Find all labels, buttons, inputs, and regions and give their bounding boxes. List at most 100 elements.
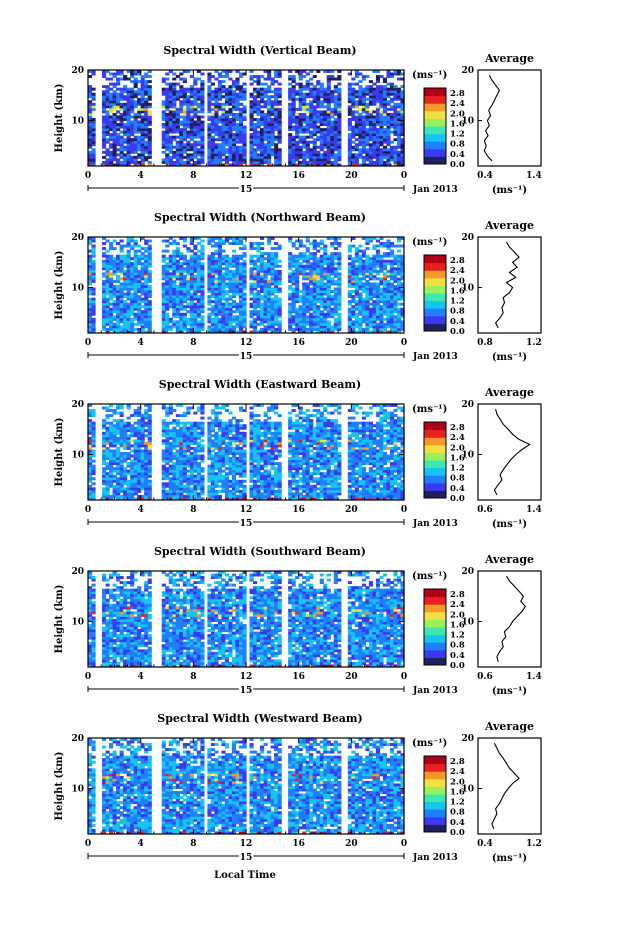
heatmap-cell: [105, 257, 110, 261]
heatmap-cell: [253, 310, 258, 314]
heatmap-cell: [319, 82, 324, 86]
heatmap-cell: [267, 90, 272, 94]
heatmap-cell: [291, 145, 296, 149]
heatmap-cell: [298, 310, 303, 314]
heatmap-cell: [361, 310, 366, 314]
heatmap-cell: [309, 290, 314, 293]
heatmap-cell: [126, 102, 131, 106]
heatmap-cell: [137, 145, 142, 149]
heatmap-cell: [389, 302, 395, 306]
heatmap-cell: [193, 148, 198, 152]
heatmap-cell: [140, 82, 145, 86]
heatmap-cell: [221, 242, 226, 245]
heatmap-cell: [109, 310, 114, 314]
heatmap-cell: [305, 107, 310, 111]
heatmap-cell: [375, 287, 381, 291]
heatmap-cell: [270, 315, 275, 319]
heatmap-cell: [295, 90, 300, 94]
heatmap-cell: [256, 160, 261, 164]
heatmap-cell: [267, 128, 272, 132]
heatmap-cell: [231, 148, 237, 152]
heatmap-cell: [207, 300, 212, 304]
heatmap-cell: [179, 272, 184, 276]
heatmap-cell: [347, 327, 352, 331]
heatmap-cell: [312, 163, 317, 167]
heatmap-cell: [231, 95, 237, 99]
heatmap-cell: [123, 155, 128, 159]
heatmap-cell: [91, 118, 96, 121]
heatmap-cell: [260, 130, 265, 134]
heatmap-cell: [256, 153, 261, 157]
heatmap-cell: [309, 307, 314, 311]
heatmap-cell: [112, 100, 117, 104]
heatmap-cell: [123, 153, 128, 157]
heatmap-cell: [228, 138, 233, 142]
heatmap-cell: [182, 112, 187, 116]
heatmap-cell: [291, 315, 296, 319]
heatmap-cell: [316, 155, 321, 159]
heatmap-cell: [182, 259, 187, 263]
heatmap-cell: [337, 110, 342, 114]
colorbar-tick-label: 1.2: [450, 297, 465, 307]
heatmap-cell: [312, 259, 317, 263]
heatmap-cell: [200, 317, 205, 321]
heatmap-cell: [361, 143, 366, 147]
heatmap-cell: [309, 305, 314, 309]
heatmap-cell: [242, 274, 247, 278]
heatmap-cell: [214, 158, 219, 162]
heatmap-cell: [263, 297, 268, 301]
heatmap-cell: [358, 285, 363, 288]
heatmap-cell: [270, 90, 275, 94]
heatmap-cell: [116, 143, 121, 147]
heatmap-cell: [221, 123, 226, 126]
heatmap-cell: [88, 107, 93, 111]
heatmap-cell: [382, 138, 388, 142]
heatmap-cell: [368, 123, 373, 126]
heatmap-cell: [253, 133, 258, 137]
heatmap-cell: [361, 259, 366, 263]
heatmap-cell: [175, 107, 180, 111]
heatmap-cell: [253, 95, 258, 99]
heatmap-cell: [333, 300, 338, 304]
heatmap-cell: [274, 87, 279, 91]
heatmap-cell: [175, 285, 180, 288]
heatmap-cell: [298, 115, 303, 119]
colorbar-swatch: [424, 103, 446, 112]
heatmap-cell: [242, 110, 247, 114]
heatmap-cell: [165, 327, 170, 331]
heatmap-cell: [330, 242, 335, 245]
heatmap-cell: [312, 312, 317, 316]
heatmap-cell: [189, 133, 194, 137]
heatmap-cell: [365, 87, 370, 91]
heatmap-cell: [400, 312, 405, 316]
heatmap-cell: [270, 307, 275, 311]
heatmap-cell: [193, 130, 198, 134]
heatmap-cell: [189, 272, 194, 276]
heatmap-cell: [372, 287, 377, 291]
heatmap-cell: [249, 138, 254, 142]
heatmap-cell: [210, 112, 215, 116]
heatmap-cell: [361, 123, 366, 126]
heatmap-cell: [196, 160, 201, 164]
heatmap-cell: [263, 90, 268, 94]
heatmap-cell: [112, 310, 117, 314]
heatmap-cell: [196, 143, 201, 147]
heatmap-cell: [288, 254, 293, 258]
heatmap-cell: [358, 264, 363, 268]
heatmap-cell: [179, 277, 184, 281]
heatmap-cell: [263, 95, 268, 99]
heatmap-cell: [354, 100, 359, 104]
heatmap-cell: [207, 285, 212, 288]
heatmap-cell: [238, 155, 244, 159]
heatmap-cell: [365, 158, 370, 162]
heatmap-cell: [116, 295, 121, 299]
heatmap-cell: [140, 90, 145, 94]
heatmap-cell: [200, 310, 205, 314]
heatmap-cell: [302, 125, 307, 129]
heatmap-cell: [298, 307, 303, 311]
heatmap-cell: [249, 242, 254, 245]
heatmap-cell: [88, 429, 93, 433]
heatmap-cell: [133, 297, 138, 301]
heatmap-cell: [330, 135, 335, 139]
heatmap-cell: [277, 302, 282, 306]
